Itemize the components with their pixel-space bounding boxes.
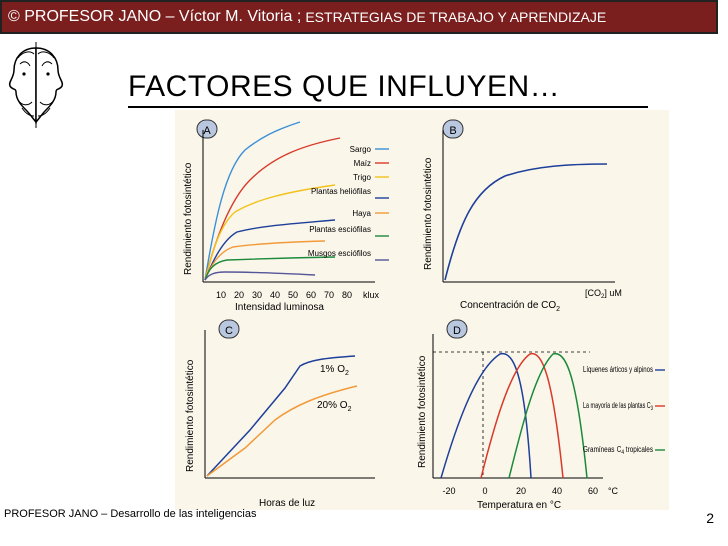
panel-d-tick-1: -20 bbox=[442, 486, 455, 496]
panel-a-x-ticks: 10 20 30 40 50 60 70 80 klux bbox=[216, 290, 380, 300]
panel-d-tick-5: 60 bbox=[588, 486, 598, 496]
curve-musgos bbox=[204, 271, 316, 281]
panel-a-tick-4: 40 bbox=[270, 290, 280, 300]
panel-d-tick-2: 0 bbox=[482, 486, 487, 496]
panel-d-ylabel: Rendimiento fotosintético bbox=[417, 355, 428, 468]
panel-b-unit: [CO2] uM bbox=[585, 288, 622, 300]
panel-a-xlabel: Intensidad luminosa bbox=[235, 302, 324, 313]
panel-c-badge bbox=[218, 319, 240, 339]
panel-b-badge bbox=[442, 119, 464, 139]
panel-a-letter: A bbox=[203, 125, 211, 137]
panel-c: C Rendimiento fotosintético 1% O2 20% O2… bbox=[185, 319, 375, 509]
panel-b-letter: B bbox=[449, 125, 456, 137]
slide-footer: PROFESOR JANO – Desarrollo de las inteli… bbox=[4, 508, 257, 520]
legend-maiz: Maíz bbox=[354, 159, 371, 168]
panel-d-unit: °C bbox=[608, 486, 619, 496]
slide-header-bar: © PROFESOR JANO – Víctor M. Vitoria ; ES… bbox=[0, 0, 718, 34]
legend-musgos: Musgos esciófilos bbox=[308, 249, 371, 258]
panel-b-xlabel: Concentración de CO2 bbox=[460, 300, 560, 313]
legend-liquenes: Líquenes árticos y alpinos bbox=[583, 365, 653, 374]
page-number: 2 bbox=[706, 510, 714, 526]
curve-c3 bbox=[480, 352, 564, 479]
panel-a: A Rendimiento fotosintético 10 20 30 40 … bbox=[183, 119, 389, 313]
panel-a-tick-7: 70 bbox=[324, 290, 334, 300]
curve-co2 bbox=[444, 163, 608, 281]
panel-d: D Rendimiento fotosintético -20 0 20 40 … bbox=[417, 319, 665, 511]
panel-d-tick-3: 20 bbox=[516, 486, 526, 496]
panel-b-ylabel: Rendimiento fotosintético bbox=[423, 157, 434, 270]
panel-a-tick-1: 10 bbox=[216, 290, 226, 300]
slide-title: FACTORES QUE INFLUYEN… bbox=[128, 70, 648, 108]
panel-d-xlabel: Temperatura en °C bbox=[477, 500, 561, 510]
panel-d-tick-4: 40 bbox=[552, 486, 562, 496]
panel-a-ylabel: Rendimiento fotosintético bbox=[183, 162, 194, 275]
figure-svg: A Rendimiento fotosintético 10 20 30 40 … bbox=[183, 119, 665, 511]
panel-d-x-ticks: -20 0 20 40 60 °C bbox=[442, 486, 618, 496]
curve-heliofilas bbox=[204, 219, 336, 281]
header-author: © PROFESOR JANO – Víctor M. Vitoria ; bbox=[8, 8, 302, 25]
panel-c-letter: C bbox=[225, 325, 233, 337]
legend-trigo: Trigo bbox=[353, 173, 371, 182]
curve-liquenes bbox=[440, 352, 532, 479]
curve-1pct-o2 bbox=[206, 355, 356, 477]
curve-haya bbox=[204, 240, 326, 281]
photosynthesis-figure: A Rendimiento fotosintético 10 20 30 40 … bbox=[175, 110, 669, 511]
legend-heliofilas: Plantas heliófilas bbox=[311, 187, 371, 196]
legend-esciofilas: Plantas esciófilas bbox=[309, 225, 371, 234]
label-1pct-o2: 1% O2 bbox=[320, 364, 349, 377]
curve-esciofilas bbox=[204, 256, 336, 281]
legend-haya: Haya bbox=[352, 209, 371, 218]
panel-a-tick-8: 80 bbox=[342, 290, 352, 300]
janus-logo-icon bbox=[8, 42, 64, 128]
panel-d-badge bbox=[446, 319, 468, 339]
legend-c3: La mayoría de las plantas C3 bbox=[583, 401, 653, 412]
panel-a-unit: klux bbox=[363, 290, 380, 300]
panel-a-tick-3: 30 bbox=[252, 290, 262, 300]
curve-c4 bbox=[508, 352, 588, 479]
panel-b: B Rendimiento fotosintético [CO2] uM Con… bbox=[423, 119, 622, 313]
header-subtitle: ESTRATEGIAS DE TRABAJO Y APRENDIZAJE bbox=[305, 9, 607, 25]
panel-d-legend: Líquenes árticos y alpinos La mayoría de… bbox=[583, 365, 665, 456]
panel-a-badge bbox=[196, 119, 218, 139]
panel-a-tick-5: 50 bbox=[288, 290, 298, 300]
curve-trigo bbox=[204, 184, 336, 281]
curve-20pct-o2 bbox=[206, 385, 358, 477]
panel-d-letter: D bbox=[453, 325, 461, 337]
legend-sargo: Sargo bbox=[350, 145, 372, 154]
curve-sargo bbox=[204, 121, 301, 281]
panel-a-legend: Sargo Maíz Trigo Plantas heliófilas Haya… bbox=[308, 145, 389, 261]
panel-c-ylabel: Rendimiento fotosintético bbox=[185, 359, 196, 472]
panel-a-tick-6: 60 bbox=[306, 290, 316, 300]
panel-c-xlabel: Horas de luz bbox=[259, 498, 315, 509]
legend-c4: GramíneasC4 tropicales bbox=[583, 445, 653, 456]
label-20pct-o2: 20% O2 bbox=[317, 400, 352, 413]
panel-a-tick-2: 20 bbox=[234, 290, 244, 300]
